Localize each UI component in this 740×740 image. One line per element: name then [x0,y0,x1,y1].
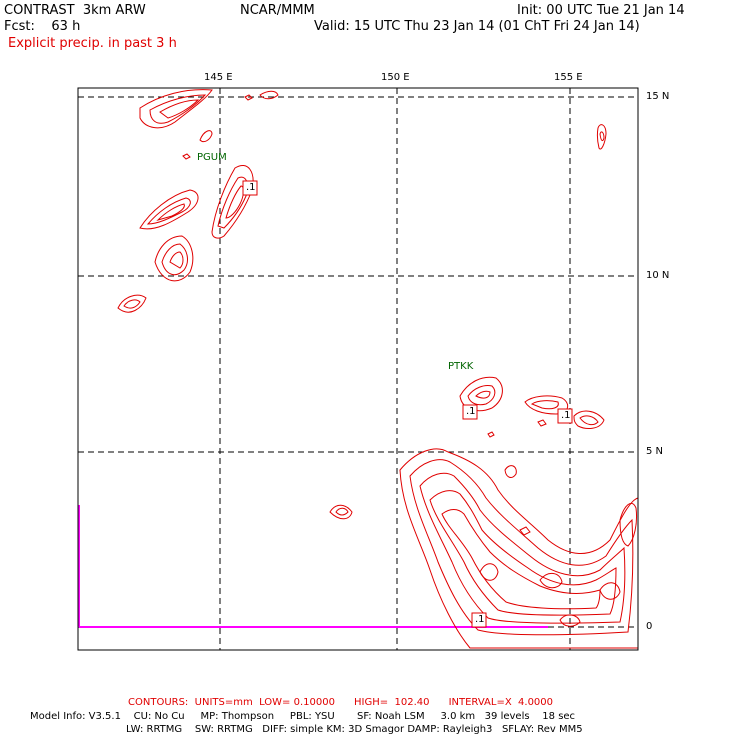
lat-label-10: 10 N [646,270,670,281]
lat-label-5: 5 N [646,446,664,457]
field-title: Explicit precip. in past 3 h [8,36,177,51]
forecast-hour: Fcst: 63 h [4,19,81,34]
model-info-line-1: Model Info: V3.5.1 CU: No Cu MP: Thompso… [30,711,576,722]
contour-value-label: .1 [246,182,256,193]
lon-label-145: 145 E [204,72,233,83]
station-label-ptkk: PTKK [448,361,474,372]
contour-value-label: .1 [561,410,571,421]
contour-label-box [557,408,573,424]
contour-info: CONTOURS: UNITS=mm LOW= 0.10000 HIGH= 10… [128,697,554,708]
contour-label-box [462,404,478,420]
precip-contours [117,89,639,649]
lat-label-15: 15 N [646,91,670,102]
lon-label-155: 155 E [554,72,583,83]
map-frame [77,87,639,651]
model-title: CONTRAST 3km ARW [4,3,146,18]
contour-label-box [242,180,258,196]
contour-label-box [471,612,487,628]
station-label-pgum: PGUM [197,152,227,163]
contour-value-label: .1 [475,614,485,625]
init-time: Init: 00 UTC Tue 21 Jan 14 [517,3,685,18]
lon-label-150: 150 E [381,72,410,83]
model-info-line-2: LW: RRTMG SW: RRTMG DIFF: simple KM: 3D … [126,724,583,735]
valid-time: Valid: 15 UTC Thu 23 Jan 14 (01 ChT Fri … [314,19,640,34]
center-name: NCAR/MMM [240,3,315,18]
lat-label-0: 0 [646,621,653,632]
contour-value-label: .1 [466,406,476,417]
